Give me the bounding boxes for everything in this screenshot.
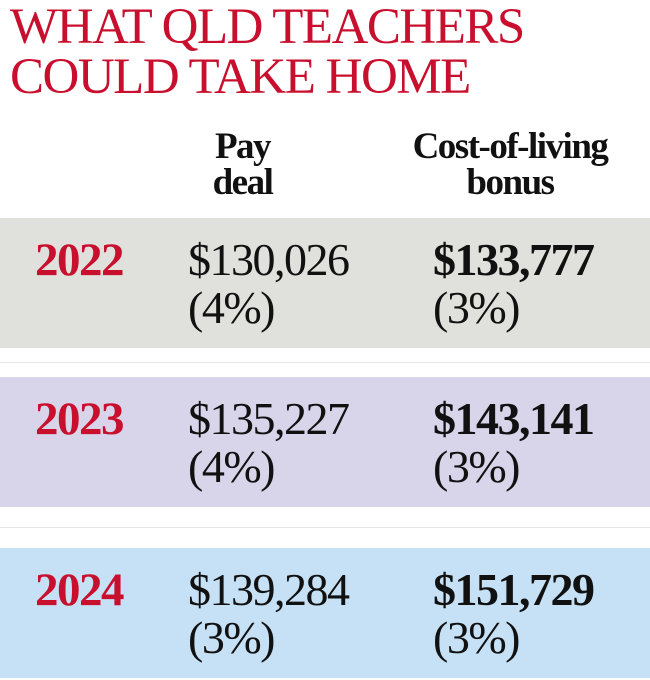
row-year: 2024: [35, 564, 125, 616]
row-year: 2022: [35, 234, 125, 286]
cost-of-living-percent: (3%): [433, 441, 520, 492]
cost-of-living-amount: $143,141: [433, 393, 595, 444]
column-header-pay-deal-line-1: Pay: [214, 126, 272, 167]
pay-deal-percent: (3%): [188, 612, 275, 663]
pay-deal-amount: $135,227: [188, 393, 350, 444]
cost-of-living-amount: $151,729: [433, 564, 595, 615]
chart-title-line-1: WHAT QLD TEACHERS: [10, 0, 525, 55]
pay-deal-amount: $130,026: [188, 234, 350, 285]
row-divider: [0, 362, 650, 363]
cost-of-living-percent: (3%): [433, 612, 520, 663]
pay-deal-cell: $135,227 (4%): [188, 393, 350, 492]
column-header-cost-of-living-line-1: Cost-of-living: [412, 126, 609, 167]
row-divider: [0, 527, 650, 528]
cost-of-living-cell: $151,729 (3%): [433, 564, 595, 663]
pay-deal-cell: $139,284 (3%): [188, 564, 350, 663]
cost-of-living-percent: (3%): [433, 282, 520, 333]
pay-deal-percent: (4%): [188, 282, 275, 333]
table-row: 2024 $139,284 (3%) $151,729 (3%): [0, 548, 650, 678]
column-header-cost-of-living-line-2: bonus: [466, 162, 555, 203]
chart-title: WHAT QLD TEACHERS COULD TAKE HOME: [10, 0, 640, 105]
column-header-cost-of-living: Cost-of-living bonus: [390, 126, 630, 203]
table-row: 2023 $135,227 (4%) $143,141 (3%): [0, 377, 650, 507]
pay-deal-percent: (4%): [188, 441, 275, 492]
row-year: 2023: [35, 393, 125, 445]
chart-title-line-2: COULD TAKE HOME: [10, 49, 471, 105]
pay-deal-cell: $130,026 (4%): [188, 234, 350, 333]
pay-deal-amount: $139,284: [188, 564, 350, 615]
cost-of-living-cell: $143,141 (3%): [433, 393, 595, 492]
column-header-pay-deal-line-2: deal: [212, 162, 274, 203]
cost-of-living-amount: $133,777: [433, 234, 595, 285]
cost-of-living-cell: $133,777 (3%): [433, 234, 595, 333]
table-row: 2022 $130,026 (4%) $133,777 (3%): [0, 218, 650, 348]
column-header-pay-deal: Pay deal: [190, 126, 295, 203]
